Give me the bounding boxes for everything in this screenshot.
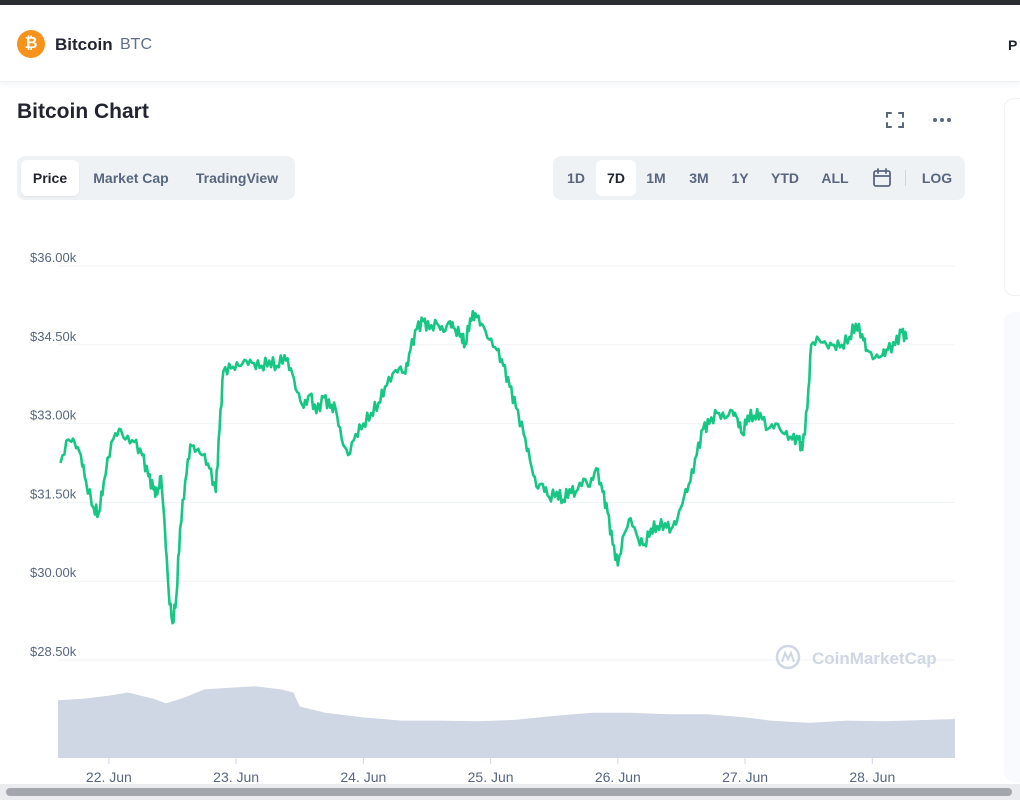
x-tick-label: 24. Jun	[340, 769, 386, 784]
range-1d[interactable]: 1D	[567, 170, 585, 186]
fullscreen-icon[interactable]	[882, 108, 908, 132]
coin-header: ₿ Bitcoin BTC P	[0, 5, 1020, 82]
y-tick-label: $36.00k	[30, 250, 77, 265]
price-line	[59, 309, 908, 625]
header-cut-off-text: P	[1008, 37, 1018, 53]
range-separator	[905, 170, 906, 186]
chart-type-tabs: Price Market Cap TradingView	[17, 156, 295, 200]
y-tick-label: $34.50k	[30, 329, 77, 344]
x-axis: 22. Jun 23. Jun 24. Jun 25. Jun 26. Jun 27. J…	[86, 758, 895, 784]
tab-market-cap[interactable]: Market Cap	[93, 170, 169, 186]
side-panel-card	[1004, 98, 1020, 296]
y-tick-label: $33.00k	[30, 408, 77, 423]
range-ytd[interactable]: YTD	[771, 170, 799, 186]
window-top-bar	[0, 0, 1020, 5]
coinmarketcap-logo-icon	[775, 644, 801, 670]
y-tick-label: $31.50k	[30, 486, 77, 501]
range-7d[interactable]: 7D	[596, 160, 636, 196]
coin-name: Bitcoin	[55, 35, 113, 54]
chart-grid	[58, 265, 955, 661]
range-1y[interactable]: 1Y	[731, 170, 749, 186]
x-tick-label: 28. Jun	[849, 769, 895, 784]
y-tick-label: $30.00k	[30, 565, 77, 580]
y-axis: $36.00k $34.50k $33.00k $31.50k $30.00k $28.5…	[30, 250, 77, 659]
x-tick-label: 26. Jun	[595, 769, 641, 784]
coin-symbol: BTC	[120, 36, 152, 53]
y-tick-label: $28.50k	[30, 644, 77, 659]
volume-area	[58, 686, 955, 758]
x-tick-label: 22. Jun	[86, 769, 132, 784]
range-all[interactable]: ALL	[821, 170, 849, 186]
x-tick-label: 23. Jun	[213, 769, 259, 784]
horizontal-scrollbar[interactable]	[0, 784, 1020, 800]
tab-price[interactable]: Price	[21, 160, 79, 196]
price-chart[interactable]: $36.00k $34.50k $33.00k $31.50k $30.00k $28.5…	[0, 210, 1000, 784]
range-3m[interactable]: 3M	[689, 170, 709, 186]
side-panel-card-lower	[1004, 312, 1020, 782]
x-tick-label: 27. Jun	[722, 769, 768, 784]
watermark: CoinMarketCap	[775, 644, 937, 670]
watermark-text: CoinMarketCap	[812, 649, 937, 668]
bitcoin-icon: ₿	[17, 30, 45, 58]
calendar-icon[interactable]	[871, 167, 893, 189]
time-range-selector: 1D 7D 1M 3M 1Y YTD ALL LOG	[553, 156, 965, 200]
more-options-icon[interactable]	[929, 108, 955, 132]
coinmarketcap-logo-mark	[781, 650, 795, 663]
range-1m[interactable]: 1M	[646, 170, 666, 186]
x-tick-label: 25. Jun	[468, 769, 514, 784]
chart-title: Bitcoin Chart	[17, 100, 149, 123]
tab-tradingview[interactable]: TradingView	[195, 170, 279, 186]
log-scale-toggle[interactable]: LOG	[921, 170, 953, 186]
scrollbar-thumb[interactable]	[6, 788, 1012, 796]
